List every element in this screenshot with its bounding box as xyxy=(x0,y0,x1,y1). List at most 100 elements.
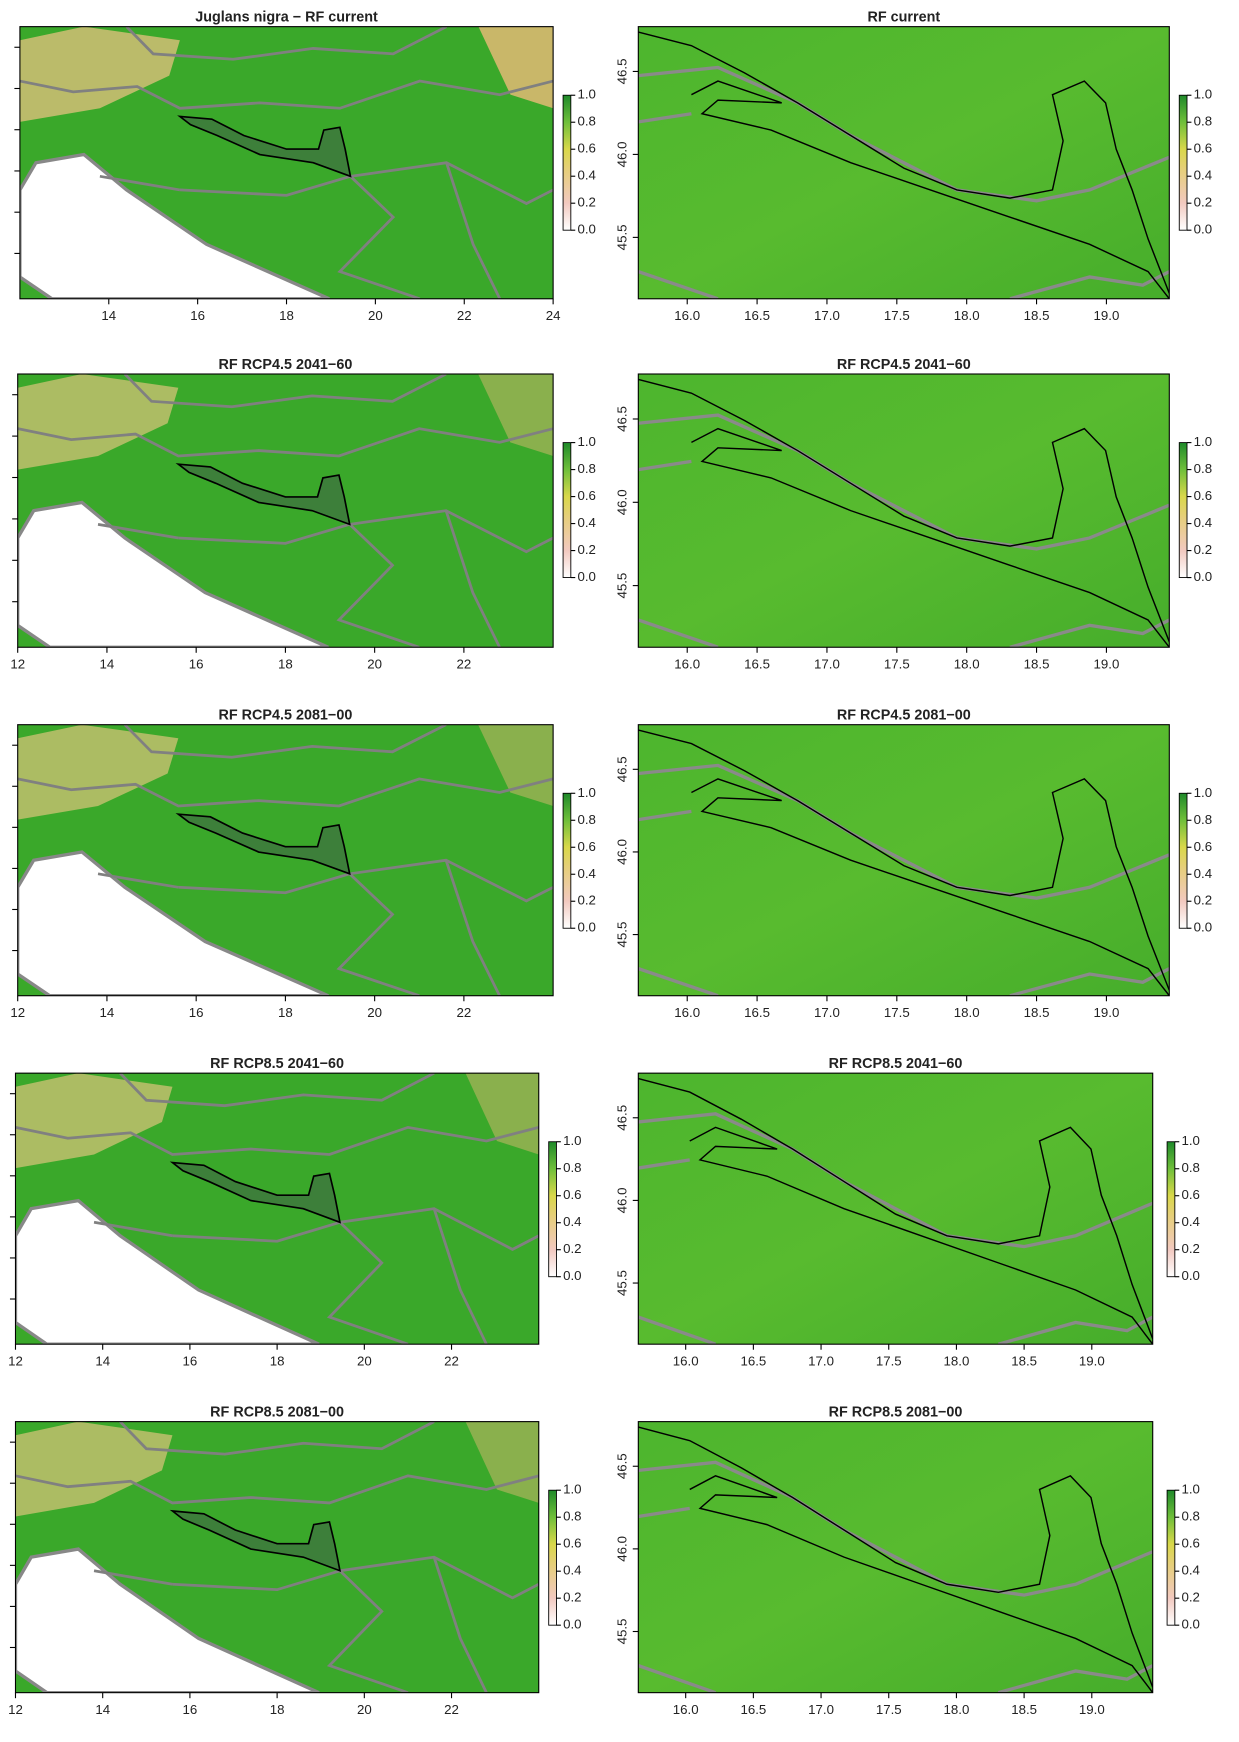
legend-tick-label: 0.8 xyxy=(577,114,595,129)
border xyxy=(17,777,554,808)
y-tick-label: 46.0 xyxy=(614,839,629,865)
colorbar xyxy=(548,1489,557,1626)
x-tick-label: 18 xyxy=(278,1005,293,1020)
study-area xyxy=(689,1475,1153,1693)
border xyxy=(638,459,692,472)
highland xyxy=(19,26,180,122)
map-panel: RF RCP4.5 2041−60 16.0 16.5 17.0 17.5 18.0 18.… xyxy=(614,357,1212,671)
map-panel: RF RCP8.5 2081−00 16.0 16.5 17.0 17.5 18.0 18.… xyxy=(614,1405,1200,1717)
border xyxy=(15,1474,539,1505)
study-area xyxy=(691,778,1170,996)
x-tick-label: 17.0 xyxy=(814,308,840,323)
study-area xyxy=(691,80,1170,299)
map-panel: Juglans nigra − RF current 14 16 18 20 22 24 0.… xyxy=(14,10,596,323)
legend-tick-label: 0.8 xyxy=(1181,1509,1199,1524)
legend-tick-label: 0.2 xyxy=(577,542,595,557)
border xyxy=(339,1207,539,1251)
study-area xyxy=(177,115,352,178)
y-tick-label: 45.5 xyxy=(614,573,629,599)
x-tick-label: 16.0 xyxy=(674,1005,700,1020)
legend-tick-label: 0.8 xyxy=(1194,461,1212,476)
border xyxy=(119,1421,435,1456)
legend-tick-label: 1.0 xyxy=(563,1133,581,1148)
legend-tick-label: 0.0 xyxy=(577,569,595,584)
x-tick-label: 12 xyxy=(8,1702,23,1717)
study-area xyxy=(691,427,1170,648)
sea xyxy=(17,850,329,996)
x-tick-label: 16.5 xyxy=(744,656,770,671)
legend-tick-label: 0.2 xyxy=(577,195,595,210)
legend-tick-label: 0.4 xyxy=(563,1214,581,1229)
x-tick-label: 17.5 xyxy=(884,1005,910,1020)
x-tick-label: 18.0 xyxy=(954,656,980,671)
x-tick-label: 19.0 xyxy=(1094,1005,1120,1020)
border xyxy=(125,26,448,61)
x-tick-label: 20 xyxy=(357,1702,372,1717)
legend-tick-label: 0.0 xyxy=(563,1268,581,1283)
legend-tick-label: 0.0 xyxy=(563,1617,581,1632)
border xyxy=(97,522,179,540)
panel-title: Juglans nigra − RF current xyxy=(195,10,378,26)
legend-tick-label: 1.0 xyxy=(1194,434,1212,449)
panel-title: RF RCP8.5 2041−60 xyxy=(210,1056,344,1072)
map-raster xyxy=(638,26,1170,299)
y-tick-label: 46.5 xyxy=(614,406,629,432)
x-tick-label: 19.0 xyxy=(1079,1353,1105,1368)
border xyxy=(638,65,1170,203)
x-tick-label: 16.0 xyxy=(674,308,700,323)
x-tick-label: 14 xyxy=(95,1702,110,1717)
x-tick-label: 18.0 xyxy=(954,1005,980,1020)
border xyxy=(638,809,692,822)
x-tick-label: 17.5 xyxy=(884,308,910,323)
x-tick-label: 18 xyxy=(270,1702,285,1717)
x-tick-label: 22 xyxy=(457,1005,472,1020)
panel-title: RF RCP8.5 2081−00 xyxy=(210,1405,344,1421)
y-tick-label: 45.5 xyxy=(614,224,629,250)
highland xyxy=(478,26,554,109)
colorbar xyxy=(562,442,572,578)
legend-tick-label: 0.2 xyxy=(1194,195,1212,210)
x-tick-label: 14 xyxy=(100,1005,115,1020)
x-tick-label: 17.5 xyxy=(876,1702,902,1717)
x-tick-label: 12 xyxy=(10,1005,25,1020)
x-tick-label: 16.0 xyxy=(673,1353,699,1368)
panel-title: RF RCP4.5 2081−00 xyxy=(218,708,352,724)
legend-tick-label: 0.2 xyxy=(563,1590,581,1605)
y-tick-label: 45.5 xyxy=(614,1619,629,1645)
x-tick-label: 18.5 xyxy=(1024,656,1050,671)
legend-tick-label: 0.2 xyxy=(1181,1590,1199,1605)
legend-tick-label: 1.0 xyxy=(577,785,595,800)
y-tick-label: 46.5 xyxy=(614,59,629,85)
legend-tick-label: 0.8 xyxy=(1181,1160,1199,1175)
border xyxy=(997,1315,1153,1345)
x-tick-label: 19.0 xyxy=(1079,1702,1105,1717)
x-tick-label: 18 xyxy=(279,308,294,323)
legend-tick-label: 0.0 xyxy=(1181,1268,1199,1283)
highland xyxy=(15,1073,173,1169)
study-area xyxy=(638,31,1170,294)
x-tick-label: 17.0 xyxy=(814,1005,840,1020)
border xyxy=(444,510,501,648)
colorbar xyxy=(1166,1489,1176,1626)
map-frame xyxy=(637,373,1170,648)
colorbar xyxy=(562,792,572,929)
map-frame xyxy=(637,724,1170,997)
legend-tick-label: 0.6 xyxy=(577,488,595,503)
x-tick-label: 16.0 xyxy=(673,1702,699,1717)
x-tick-label: 22 xyxy=(457,656,472,671)
y-tick-label: 46.5 xyxy=(614,756,629,782)
map-raster xyxy=(15,1421,539,1693)
border xyxy=(638,1158,691,1170)
x-tick-label: 16 xyxy=(189,656,204,671)
legend-tick-label: 0.6 xyxy=(577,141,595,156)
x-tick-label: 17.0 xyxy=(808,1702,834,1717)
map-frame xyxy=(637,1421,1154,1694)
sea xyxy=(17,500,329,648)
map-raster xyxy=(638,1073,1153,1345)
map-raster xyxy=(17,724,554,996)
x-tick-label: 20 xyxy=(368,308,383,323)
border xyxy=(638,413,1170,551)
map-panel: RF RCP4.5 2081−00 16.0 16.5 17.0 17.5 18.0 18.… xyxy=(614,708,1212,1020)
legend-tick-label: 0.0 xyxy=(577,222,595,237)
